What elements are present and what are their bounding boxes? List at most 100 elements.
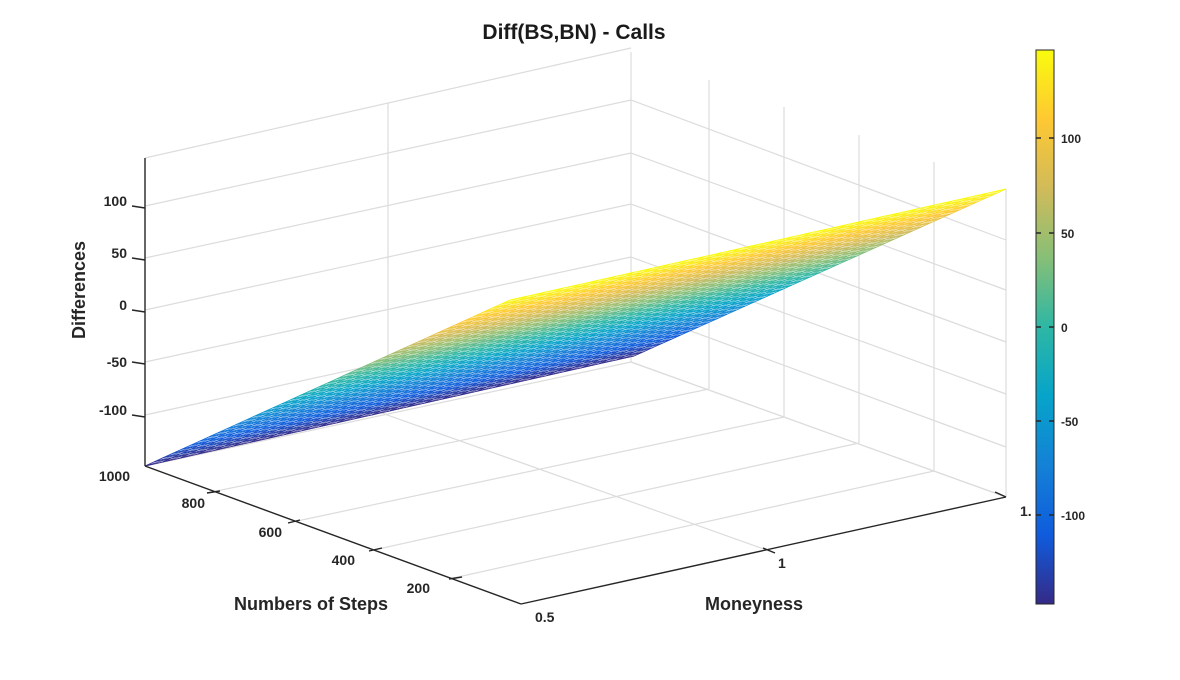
mesh-line [559,305,587,315]
mesh-line [555,363,583,372]
mesh-line [495,330,523,340]
mesh-line [416,346,444,355]
mesh-line [631,320,659,330]
mesh-line [601,306,629,316]
mesh-line [525,305,553,314]
mesh-line [389,402,417,412]
mesh-line [535,344,562,354]
mesh-line [934,200,962,210]
mesh-line [614,324,642,334]
mesh-line [332,396,360,406]
mesh-line [461,334,489,343]
mesh-line [686,300,714,309]
mesh-line [539,322,567,332]
mesh-line [602,302,630,312]
mesh-line [825,237,853,247]
mesh-line [644,299,672,308]
mesh-line [754,257,782,267]
mesh-line [444,329,472,339]
mesh-line [233,429,261,438]
mesh-line [574,354,602,364]
mesh-line [914,213,942,223]
mesh-line [252,420,279,430]
mesh-line [675,313,703,322]
mesh-line [399,350,427,359]
mesh-line [498,313,526,322]
mesh-line [506,313,534,323]
mesh-line [716,278,744,288]
mesh-line [766,280,794,290]
mesh-line [595,293,623,303]
mesh-line [469,334,497,343]
mesh-line [707,278,735,288]
mesh-line [647,286,675,295]
mesh-line [382,349,410,359]
mesh-line [827,228,855,238]
mesh-line [370,371,398,380]
mesh-line [620,294,648,303]
mesh-line [734,270,762,280]
mesh-line [457,355,485,365]
mesh-line [400,341,428,351]
mesh-line [303,413,331,423]
mesh-line [499,304,527,314]
mesh-line [915,209,943,218]
mesh-line [463,321,491,330]
mesh-line [735,266,763,275]
mesh-line [245,411,273,421]
mesh-line [408,341,436,351]
mesh-line [679,295,707,305]
mesh-line [649,272,677,282]
mesh-line [576,301,604,311]
mesh-line [704,296,732,306]
mesh-line [478,330,506,339]
mesh-line [331,401,359,410]
mesh-line [431,359,459,369]
mesh-line [530,322,558,332]
mesh-line [484,343,512,353]
mesh-line [729,297,757,306]
mesh-line [757,280,785,289]
mesh-line [433,346,461,356]
mesh-line [614,276,642,286]
mesh-line [254,407,282,417]
mesh-line [553,336,581,346]
mesh-line [525,300,553,310]
mesh-line [616,351,644,361]
mesh-line [445,373,473,382]
mesh-line [553,283,581,293]
mesh-line [896,221,924,231]
mesh-line [427,328,455,338]
mesh-line [765,284,793,294]
mesh-line [260,421,288,430]
mesh-line [302,417,330,427]
mesh-line [408,345,436,355]
mesh-line [287,408,315,418]
mesh-line [870,221,899,230]
mesh-line [644,339,672,348]
mesh-line [597,276,625,285]
mesh-line [676,264,704,274]
mesh-line [731,283,760,293]
mesh-line [668,308,696,318]
colorbar-tick-label: -100 [1061,509,1085,523]
mesh-line [631,281,659,290]
mesh-line [556,318,584,328]
mesh-line [208,428,236,438]
mesh-line [721,292,749,302]
mesh-line [835,229,863,238]
mesh-line [453,373,481,383]
mesh-line [343,379,371,389]
mesh-line [663,290,691,300]
mesh-line [528,335,556,345]
mesh-line [557,314,585,324]
mesh-line [377,375,405,385]
mesh-line [712,252,740,262]
mesh-line [198,437,226,446]
mesh-line [622,281,650,290]
mesh-line [905,217,933,227]
mesh-line [308,387,336,396]
mesh-line [749,279,777,289]
mesh-line [833,237,862,247]
mesh-line [827,224,856,234]
